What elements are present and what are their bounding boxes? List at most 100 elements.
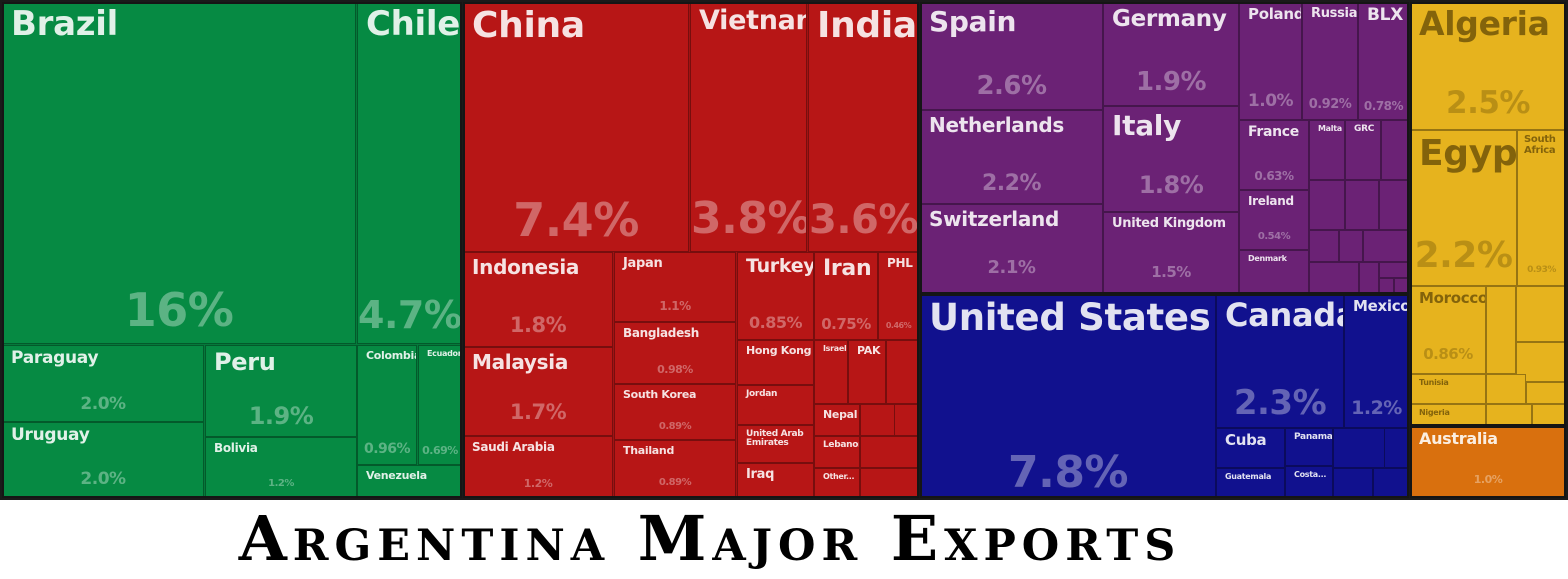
tile-egypt: Egypt 2.2%: [1410, 130, 1517, 286]
tile-value: 1.8%: [1138, 171, 1204, 199]
tile-mexico: Mexico 1.2%: [1344, 294, 1409, 428]
tile-value: 0.89%: [658, 421, 692, 432]
minor-tile: [1379, 180, 1409, 230]
tile-value: 16%: [124, 283, 234, 337]
tile-value: 2.1%: [987, 257, 1036, 278]
tile-paraguay: Paraguay 2.0%: [2, 345, 204, 422]
tile-label: South Korea: [623, 388, 697, 401]
tile-label: Lebanon: [823, 440, 859, 450]
tile-label: Chile: [366, 4, 461, 44]
tile-label: Vietnam: [699, 5, 806, 36]
tile-netherlands: Netherlands 2.2%: [920, 110, 1103, 204]
tile-label: Peru: [214, 348, 276, 376]
tile-label: Germany: [1112, 6, 1227, 32]
tile-value: 0.89%: [658, 477, 692, 488]
tile-malaysia: Malaysia 1.7%: [463, 347, 613, 436]
tile-value: 0.92%: [1308, 97, 1352, 112]
minor-tile: [1333, 468, 1373, 498]
minor-tile: [1359, 262, 1379, 294]
tile-value: 0.69%: [422, 444, 458, 457]
tile-label: United Arab Emirates: [746, 429, 804, 449]
tile-saudi-arabia: Saudi Arabia 1.2%: [463, 436, 613, 498]
tile-japan: Japan 1.1%: [614, 252, 736, 322]
tile-label: GRC: [1354, 124, 1375, 134]
tile-panama: Panama: [1285, 428, 1333, 466]
tile-other: Other...: [814, 468, 860, 498]
minor-tile: [1379, 262, 1409, 278]
minor-tile: [1486, 374, 1526, 404]
tile-label: Russia: [1311, 6, 1358, 21]
tile-value: 3.8%: [691, 193, 807, 244]
tile-grc: GRC: [1345, 120, 1381, 180]
tile-bolivia: Bolivia 1.2%: [205, 437, 357, 498]
tile-value: 7.8%: [1007, 447, 1129, 498]
tile-vietnam: Vietnam 3.8%: [690, 2, 807, 252]
tile-value: 0.85%: [748, 313, 803, 332]
tile-value: 1.0%: [1473, 473, 1503, 486]
chart-title: Argentina Major Exports: [238, 502, 1182, 575]
tile-jordan: Jordan: [737, 385, 814, 425]
minor-tile: [1363, 230, 1409, 262]
tile-value: 0.96%: [363, 441, 411, 457]
tile-ecuador: Ecuador 0.69%: [418, 345, 462, 465]
tile-phl: PHL 0.46%: [878, 252, 919, 340]
tile-united-arab-emirates: United Arab Emirates: [737, 425, 814, 463]
minor-tile: [1309, 180, 1345, 230]
tile-label: Paraguay: [11, 348, 99, 368]
tile-label: Iraq: [746, 467, 775, 482]
tile-australia: Australia 1.0%: [1410, 426, 1566, 498]
tile-russia: Russia 0.92%: [1302, 2, 1358, 120]
minor-tile: [1384, 428, 1409, 468]
tile-value: 0.93%: [1527, 265, 1556, 275]
tile-label: Thailand: [623, 444, 675, 457]
tile-label: India: [817, 5, 917, 46]
tile-label: Italy: [1112, 109, 1182, 142]
treemap-chart: Brazil 16% Chile 4.7% Paraguay 2.0% Uruguay 2.0…: [0, 0, 1568, 500]
tile-value: 3.6%: [809, 197, 918, 243]
tile-costa: Costa...: [1285, 466, 1333, 498]
tile-united-states: United States 7.8%: [920, 294, 1216, 498]
tile-label: Other...: [823, 472, 855, 481]
tile-value: 2.2%: [1414, 235, 1513, 276]
tile-value: 2.0%: [80, 469, 126, 489]
tile-label: Canada: [1225, 296, 1344, 334]
tile-label: Indonesia: [472, 255, 580, 279]
tile-label: Costa...: [1294, 470, 1327, 479]
tile-value: 1.5%: [1151, 263, 1191, 281]
tile-canada: Canada 2.3%: [1216, 294, 1344, 428]
tile-spain: Spain 2.6%: [920, 2, 1103, 110]
tile-label: Nigeria: [1419, 408, 1450, 417]
tile-value: 2.5%: [1446, 85, 1530, 121]
tile-italy: Italy 1.8%: [1103, 106, 1239, 212]
minor-tile: [1309, 230, 1339, 262]
tile-label: South Africa: [1524, 134, 1556, 156]
tile-denmark: Denmark: [1239, 250, 1309, 294]
tile-value: 1.9%: [248, 402, 314, 430]
tile-label: Saudi Arabia: [472, 440, 555, 454]
tile-label: Switzerland: [929, 207, 1059, 231]
tile-label: Egypt: [1419, 133, 1517, 174]
tile-label: Panama: [1294, 432, 1333, 442]
tile-south-africa: South Africa 0.93%: [1517, 130, 1566, 286]
minor-tile: [1339, 230, 1363, 262]
tile-value: 1.8%: [509, 313, 567, 337]
tile-south-korea: South Korea 0.89%: [614, 384, 736, 440]
tile-thailand: Thailand 0.89%: [614, 440, 736, 498]
tile-label: Mexico: [1353, 297, 1409, 315]
tile-label: Turkey: [746, 255, 814, 277]
minor-tile: [860, 436, 919, 468]
tile-value: 0.86%: [1423, 345, 1473, 363]
tile-label: United States: [929, 296, 1211, 339]
tile-switzerland: Switzerland 2.1%: [920, 204, 1103, 294]
tile-label: Denmark: [1248, 254, 1287, 263]
tile-value: 1.2%: [268, 478, 294, 489]
tile-morocco: Morocco 0.86%: [1410, 286, 1486, 374]
tile-label: Poland: [1248, 5, 1302, 23]
minor-tile: [886, 340, 919, 404]
minor-tile: [860, 468, 919, 498]
tile-poland: Poland 1.0%: [1239, 2, 1302, 120]
tile-venezuela: Venezuela: [357, 465, 462, 498]
minor-tile: [1309, 262, 1359, 294]
minor-tile: [1486, 404, 1532, 426]
tile-lebanon: Lebanon: [814, 436, 860, 468]
